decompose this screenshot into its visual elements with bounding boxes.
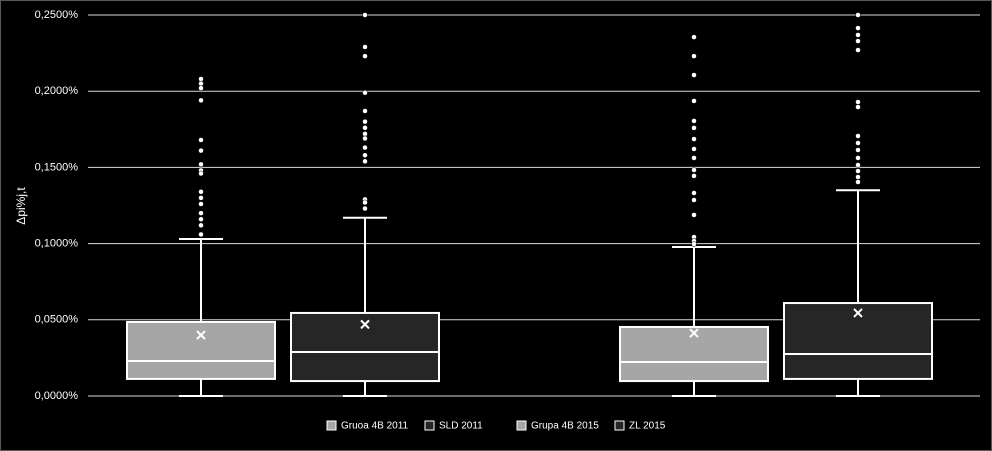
outlier [198,80,204,87]
y-tick-label: 0,2500% [35,9,79,21]
legend-swatch [326,420,337,431]
outlier [855,174,861,180]
mean-marker [360,319,370,330]
outlier [362,135,368,142]
outlier [198,231,204,238]
legend-swatch [516,420,527,431]
outlier [855,155,861,161]
outlier [198,161,204,168]
outlier [855,147,861,153]
outlier [198,195,204,201]
box [126,320,276,380]
outlier [362,44,368,50]
outlier [362,131,368,137]
y-tick-label: 0,2000% [35,85,79,97]
outlier [691,34,697,40]
outlier [691,167,697,173]
y-tick-label: 0,0500% [35,314,79,326]
outlier [691,212,697,218]
legend-label: ZL 2015 [629,421,666,432]
outlier [362,152,368,158]
outlier [198,85,204,91]
outlier [362,158,368,165]
outlier [855,179,861,185]
outlier [855,140,861,146]
outlier [691,146,697,152]
outlier [691,197,697,203]
outlier [198,76,204,82]
outlier [691,125,697,131]
outlier [691,155,697,161]
outlier [855,99,861,105]
outlier [691,72,697,78]
outlier [691,53,697,59]
outlier [198,137,204,143]
outlier [198,170,204,177]
outlier [855,133,861,139]
outlier [198,216,204,222]
outlier [855,12,861,18]
outlier [691,118,697,124]
box [783,302,933,380]
outlier [198,189,204,195]
legend-label: SLD 2011 [439,421,483,432]
outlier [362,205,368,212]
outlier [362,108,368,114]
outlier [691,98,697,104]
legend-swatch [614,420,625,431]
mean-marker [853,308,863,318]
outlier [855,104,861,110]
outlier [362,89,368,96]
outlier [362,125,368,131]
outlier [362,53,368,59]
y-tick-label: 0,1500% [35,161,79,173]
outlier [362,12,368,18]
y-tick-label: 0,1000% [35,238,79,250]
outlier [198,147,204,154]
outlier [855,32,861,38]
outlier [362,118,368,125]
legend-swatch [424,420,435,431]
outlier [198,97,204,104]
outlier [198,201,204,207]
outlier [691,190,697,196]
y-tick-label: 0,0000% [35,390,79,402]
legend-label: Gruoa 4B 2011 [341,421,409,432]
legend-label: Grupa 4B 2015 [531,421,599,432]
box [619,325,769,383]
y-axis-label: Δpi%j,t [14,187,28,225]
outlier [691,173,697,179]
outlier [691,241,697,247]
mean-marker [196,330,206,340]
outlier [198,222,204,229]
outlier [855,168,861,174]
outlier [855,38,861,44]
outlier [362,199,368,206]
outlier [855,162,861,168]
mean-marker [689,328,699,338]
outlier [855,25,861,31]
outlier [855,47,861,53]
outlier [691,136,697,142]
outlier [198,210,204,216]
outlier [362,144,368,151]
